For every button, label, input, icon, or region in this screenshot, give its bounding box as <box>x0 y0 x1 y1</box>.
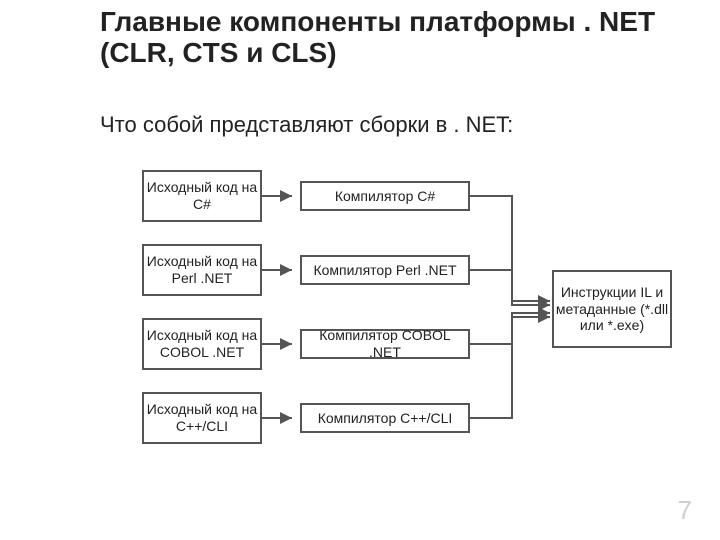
source-box-3: Исходный код на C++/CLI <box>142 392 262 444</box>
flowchart: Исходный код на C# Исходный код на Perl .… <box>0 0 720 540</box>
compiler-box-0: Компилятор C# <box>300 181 470 211</box>
compiler-box-3: Компилятор C++/CLI <box>300 403 470 433</box>
source-box-0: Исходный код на C# <box>142 170 262 222</box>
compiler-box-2: Компилятор COBOL .NET <box>300 329 470 359</box>
compiler-box-1: Компилятор Perl .NET <box>300 255 470 285</box>
output-box: Инструкции IL и метаданные (*.dll или *.… <box>552 270 672 348</box>
source-box-1: Исходный код на Perl .NET <box>142 244 262 296</box>
source-box-2: Исходный код на COBOL .NET <box>142 318 262 370</box>
slide: Главные компоненты платформы . NET (CLR,… <box>0 0 720 540</box>
page-number: 7 <box>678 495 692 526</box>
